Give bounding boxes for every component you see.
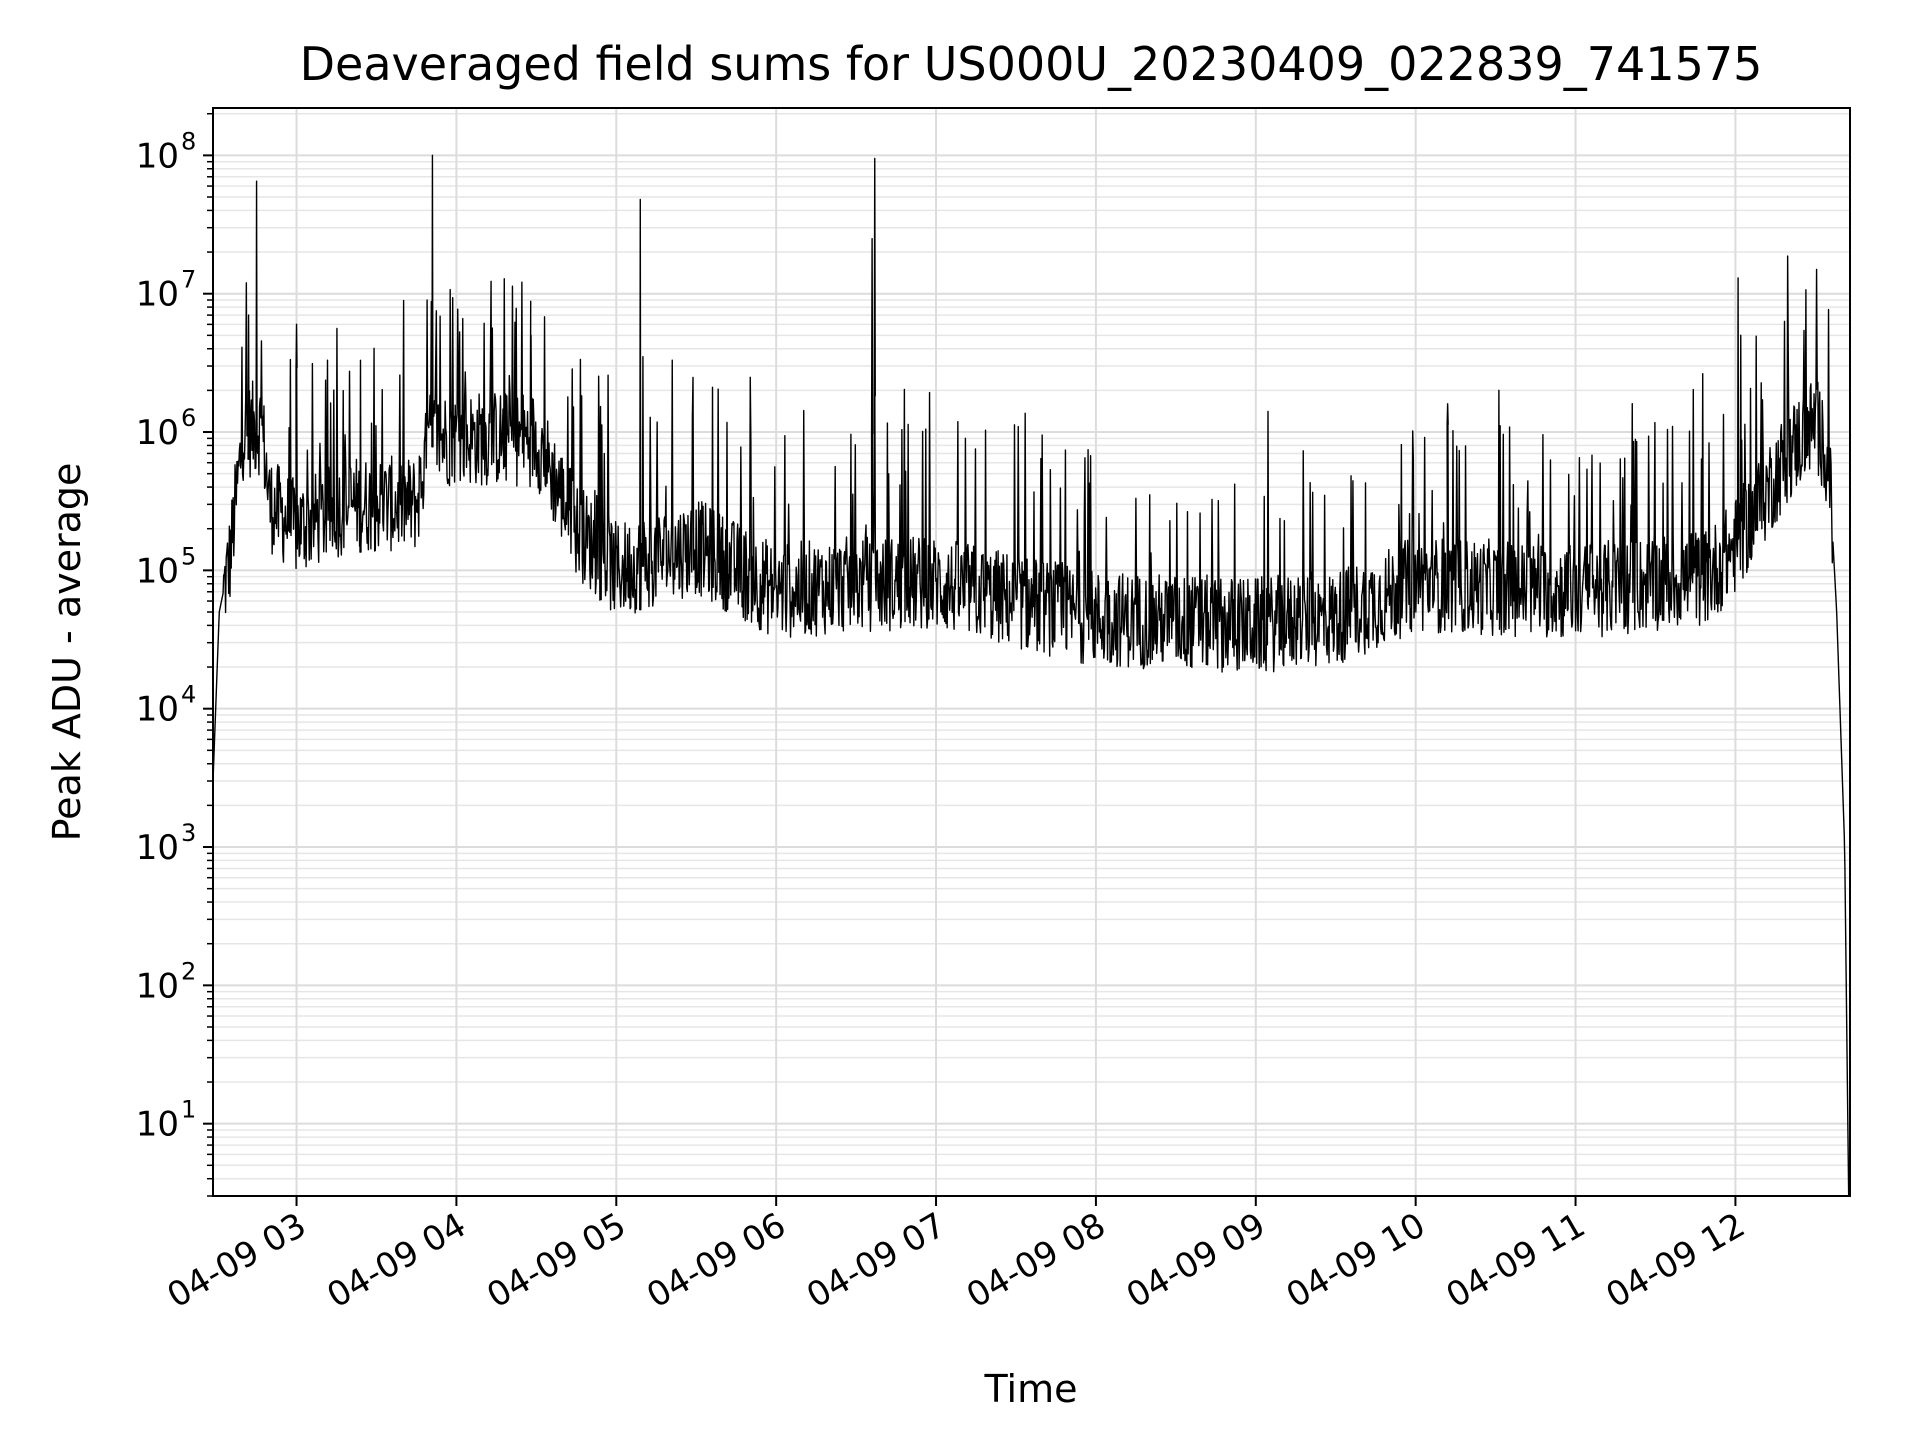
chart-title: Deaveraged field sums for US000U_2023040… <box>300 37 1763 91</box>
plot-frame <box>212 107 1851 1197</box>
x-axis-label: Time <box>984 1367 1078 1411</box>
y-tick-label: 10 <box>136 136 179 176</box>
y-tick-label: 10 <box>136 966 179 1006</box>
y-tick-exponent: 2 <box>181 957 196 985</box>
y-tick-label: 10 <box>136 1105 179 1145</box>
y-tick-label: 10 <box>136 828 179 868</box>
series-line <box>212 154 1850 1197</box>
plot-series <box>212 154 1850 1197</box>
y-tick-exponent: 3 <box>181 819 196 847</box>
y-tick-label: 10 <box>136 690 179 730</box>
y-tick-label: 10 <box>136 551 179 591</box>
y-tick-exponent: 7 <box>181 266 196 294</box>
y-tick-exponent: 1 <box>181 1096 196 1124</box>
y-tick-label: 10 <box>136 413 179 453</box>
y-tick-exponent: 8 <box>181 127 196 155</box>
y-tick-exponent: 4 <box>181 681 196 709</box>
y-tick-exponent: 6 <box>181 404 196 432</box>
y-axis-label: Peak ADU - average <box>45 463 89 842</box>
y-tick-label: 10 <box>136 275 179 315</box>
y-tick-exponent: 5 <box>181 542 196 570</box>
